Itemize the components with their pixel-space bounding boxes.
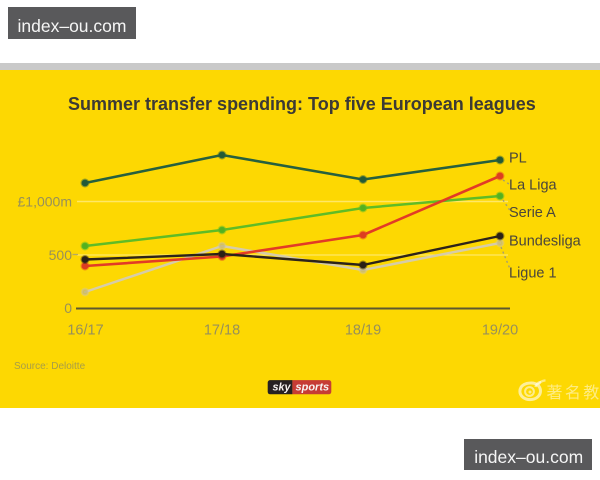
svg-text:La Liga: La Liga — [509, 178, 558, 194]
svg-text:17/18: 17/18 — [204, 323, 240, 339]
svg-text:Serie A: Serie A — [509, 205, 556, 221]
svg-text:16/17: 16/17 — [67, 323, 103, 339]
svg-text:0: 0 — [64, 300, 72, 316]
svg-text:Source: Deloitte: Source: Deloitte — [14, 361, 86, 372]
svg-text:£1,000m: £1,000m — [18, 194, 72, 210]
svg-text:500: 500 — [49, 247, 73, 263]
svg-text:PL: PL — [509, 151, 527, 167]
svg-text:著名教授: 著名教授 — [547, 384, 600, 402]
svg-text:Bundesliga: Bundesliga — [509, 234, 582, 250]
svg-text:18/19: 18/19 — [345, 323, 381, 339]
svg-text:Ligue 1: Ligue 1 — [509, 266, 557, 282]
svg-text:sky: sky — [273, 382, 292, 394]
svg-text:19/20: 19/20 — [482, 323, 518, 339]
svg-text:sports: sports — [296, 382, 330, 394]
